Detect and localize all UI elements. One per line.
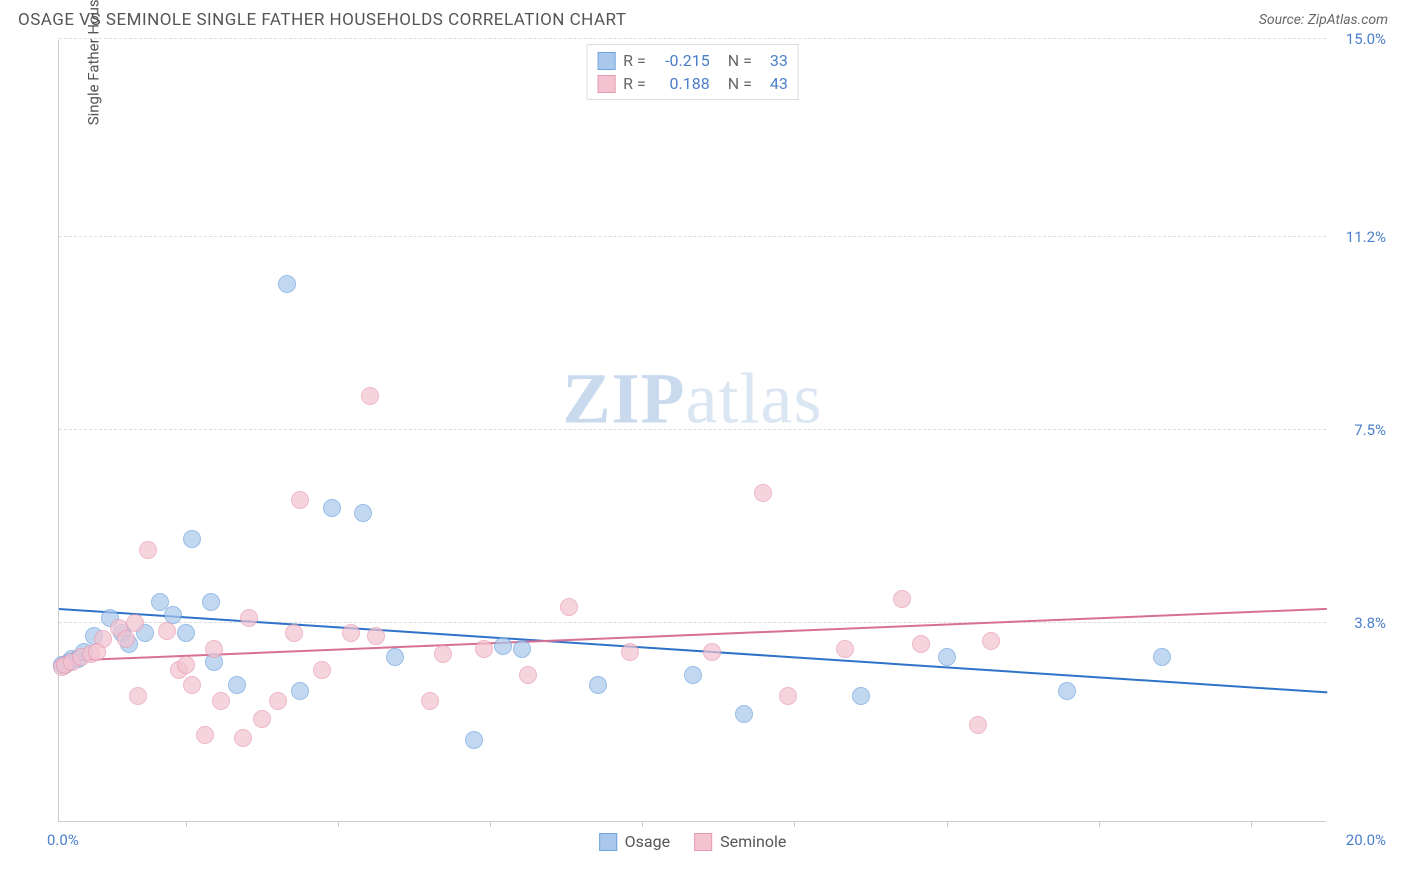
data-point (735, 705, 753, 723)
data-point (494, 637, 512, 655)
y-tick-label: 11.2% (1334, 228, 1386, 246)
legend-item: Osage (599, 832, 670, 851)
legend-r-label: R = (623, 51, 646, 70)
data-point (240, 609, 258, 627)
data-point (893, 590, 911, 608)
data-point (589, 676, 607, 694)
data-point (938, 648, 956, 666)
data-point (1153, 648, 1171, 666)
data-point (158, 622, 176, 640)
data-point (354, 504, 372, 522)
data-point (684, 666, 702, 684)
legend-swatch (597, 75, 615, 93)
legend-n-label: N = (728, 51, 752, 70)
data-point (519, 666, 537, 684)
series-legend: Osage Seminole (599, 832, 787, 851)
data-point (234, 729, 252, 747)
data-point (313, 661, 331, 679)
x-origin-label: 0.0% (47, 831, 79, 849)
legend-r-label: R = (623, 74, 646, 93)
x-tick-mark (186, 821, 187, 827)
data-point (421, 692, 439, 710)
x-tick-mark (1099, 821, 1100, 827)
x-max-label: 20.0% (1346, 831, 1386, 849)
data-point (285, 624, 303, 642)
x-tick-mark (338, 821, 339, 827)
data-point (196, 726, 214, 744)
legend-r-value: -0.215 (654, 51, 710, 70)
chart-title: OSAGE VS SEMINOLE SINGLE FATHER HOUSEHOL… (18, 10, 627, 30)
data-point (560, 598, 578, 616)
data-point (228, 676, 246, 694)
data-point (212, 692, 230, 710)
data-point (1058, 682, 1076, 700)
data-point (278, 275, 296, 293)
legend-row: R = 0.188 N = 43 (597, 72, 788, 95)
scatter-plot-area: ZIPatlas 3.8%7.5%11.2%15.0%0.0%20.0%R =-… (58, 40, 1326, 822)
x-tick-mark (1251, 821, 1252, 827)
data-point (269, 692, 287, 710)
data-point (779, 687, 797, 705)
data-point (434, 645, 452, 663)
data-point (912, 635, 930, 653)
data-point (183, 676, 201, 694)
correlation-legend: R = -0.215 N = 33 R = 0.188 N = 43 (586, 44, 799, 100)
x-tick-mark (947, 821, 948, 827)
data-point (475, 640, 493, 658)
source-attribution: Source: ZipAtlas.com (1259, 12, 1388, 28)
legend-swatch (694, 833, 712, 851)
legend-n-value: 33 (760, 51, 788, 70)
legend-label: Osage (625, 832, 670, 851)
data-point (253, 710, 271, 728)
data-point (361, 387, 379, 405)
data-point (969, 716, 987, 734)
data-point (177, 624, 195, 642)
data-point (117, 630, 135, 648)
data-point (291, 682, 309, 700)
gridline (59, 236, 1326, 237)
x-tick-mark (794, 821, 795, 827)
data-point (982, 632, 1000, 650)
y-tick-label: 15.0% (1334, 30, 1386, 48)
legend-swatch (597, 52, 615, 70)
data-point (88, 643, 106, 661)
data-point (139, 541, 157, 559)
data-point (205, 640, 223, 658)
data-point (202, 593, 220, 611)
legend-n-value: 43 (760, 74, 788, 93)
x-tick-mark (490, 821, 491, 827)
data-point (386, 648, 404, 666)
data-point (621, 643, 639, 661)
gridline (59, 429, 1326, 430)
data-point (129, 687, 147, 705)
data-point (342, 624, 360, 642)
legend-item: Seminole (694, 832, 786, 851)
data-point (291, 491, 309, 509)
data-point (177, 656, 195, 674)
data-point (323, 499, 341, 517)
data-point (183, 530, 201, 548)
data-point (703, 643, 721, 661)
data-point (836, 640, 854, 658)
data-point (465, 731, 483, 749)
legend-row: R = -0.215 N = 33 (597, 49, 788, 72)
chart-header: OSAGE VS SEMINOLE SINGLE FATHER HOUSEHOL… (0, 0, 1406, 36)
data-point (367, 627, 385, 645)
data-point (754, 484, 772, 502)
data-point (852, 687, 870, 705)
data-point (513, 640, 531, 658)
gridline (59, 38, 1326, 39)
legend-label: Seminole (720, 832, 786, 851)
x-tick-mark (642, 821, 643, 827)
legend-r-value: 0.188 (654, 74, 710, 93)
y-tick-label: 3.8% (1334, 614, 1386, 632)
y-tick-label: 7.5% (1334, 421, 1386, 439)
legend-swatch (599, 833, 617, 851)
legend-n-label: N = (728, 74, 752, 93)
